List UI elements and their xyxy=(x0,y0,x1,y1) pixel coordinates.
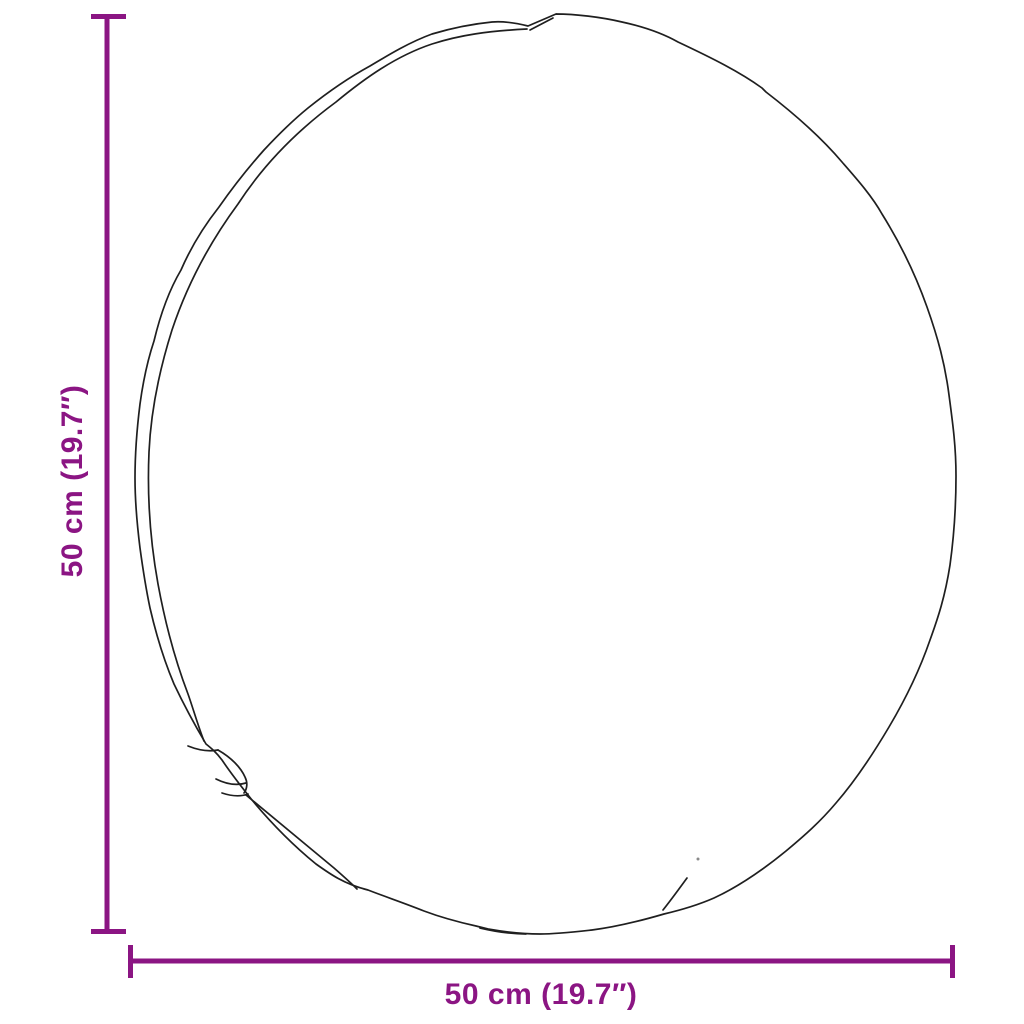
cushion-drawing xyxy=(134,13,957,935)
cushion-seam-line xyxy=(147,28,528,742)
cushion-fabric-speck xyxy=(696,857,700,861)
cushion-pleat-crease-1 xyxy=(187,745,219,752)
cushion-pleat-crease-2 xyxy=(215,778,247,786)
vertical-dimension xyxy=(91,14,126,934)
vertical-dimension-label: 50 cm (19.7″) xyxy=(56,384,89,578)
cushion-pleat-tail-line xyxy=(245,794,358,890)
cushion-bottom-crease xyxy=(662,877,688,911)
horizontal-dimension xyxy=(128,945,955,978)
cushion-top-fold-line xyxy=(529,17,554,31)
cushion-outline xyxy=(134,13,957,935)
horizontal-dimension-label: 50 cm (19.7″) xyxy=(444,978,638,1011)
cushion-bottom-wrinkle xyxy=(479,927,527,935)
cushion-pleat-edge xyxy=(217,749,248,794)
